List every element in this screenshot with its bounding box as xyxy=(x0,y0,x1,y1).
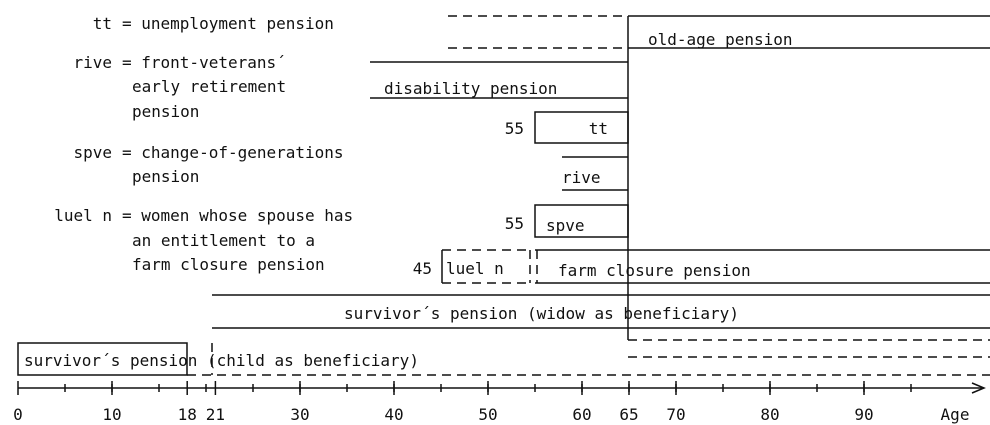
bar-label: survivor´s pension (widow as beneficiary… xyxy=(344,304,739,323)
tick-label: 0 xyxy=(13,405,23,424)
child-bar xyxy=(17,342,990,376)
axis-arrow xyxy=(971,382,986,394)
bar-label: luel n xyxy=(446,259,504,278)
legend-text: early retirement xyxy=(132,77,286,96)
age-label: 45 xyxy=(413,259,432,278)
legend-text: = women whose spouse has xyxy=(122,206,353,225)
tick-label: 90 xyxy=(854,405,873,424)
bar-label: survivor´s pension (child as beneficiary… xyxy=(24,351,419,370)
legend-term: spve xyxy=(73,143,112,162)
tt-bar xyxy=(534,111,629,144)
legend-text: an entitlement to a xyxy=(132,231,315,250)
tick-label: 80 xyxy=(760,405,779,424)
farm-closure-bar xyxy=(535,249,990,284)
tick-label: 70 xyxy=(666,405,685,424)
bar-label: old-age pension xyxy=(648,30,793,49)
tick-label: 30 xyxy=(290,405,309,424)
legend-text: = unemployment pension xyxy=(122,14,334,33)
tick-label: 40 xyxy=(384,405,403,424)
bar-label: spve xyxy=(546,216,585,235)
disability-bar xyxy=(370,61,628,99)
legend-term: rive xyxy=(73,53,112,72)
rive-bar xyxy=(562,156,628,191)
tick-label: 18 xyxy=(178,405,197,424)
widow-bar xyxy=(212,294,990,341)
old-age-bar xyxy=(448,15,990,340)
tick-label: 21 xyxy=(206,405,225,424)
age-label: 55 xyxy=(505,119,524,138)
legend-text: pension xyxy=(132,167,199,186)
spve-bar xyxy=(534,204,629,238)
axis-label: Age xyxy=(941,405,970,424)
bar-label: rive xyxy=(562,168,601,187)
bar-label: farm closure pension xyxy=(558,261,751,280)
legend-text: = change-of-generations xyxy=(122,143,344,162)
bar-label: tt xyxy=(589,119,608,138)
age-label: 55 xyxy=(505,214,524,233)
legend-term: tt xyxy=(93,14,112,33)
tick-label: 50 xyxy=(478,405,497,424)
bar-label: disability pension xyxy=(384,79,557,98)
legend-text: farm closure pension xyxy=(132,255,325,274)
legend-term: luel n xyxy=(54,206,112,225)
tick-label: 10 xyxy=(102,405,121,424)
tick-label: 65 xyxy=(619,405,638,424)
luel-bar xyxy=(441,249,531,284)
tick-label: 60 xyxy=(572,405,591,424)
legend-text: = front-veterans´ xyxy=(122,53,286,72)
legend-text: pension xyxy=(132,102,199,121)
